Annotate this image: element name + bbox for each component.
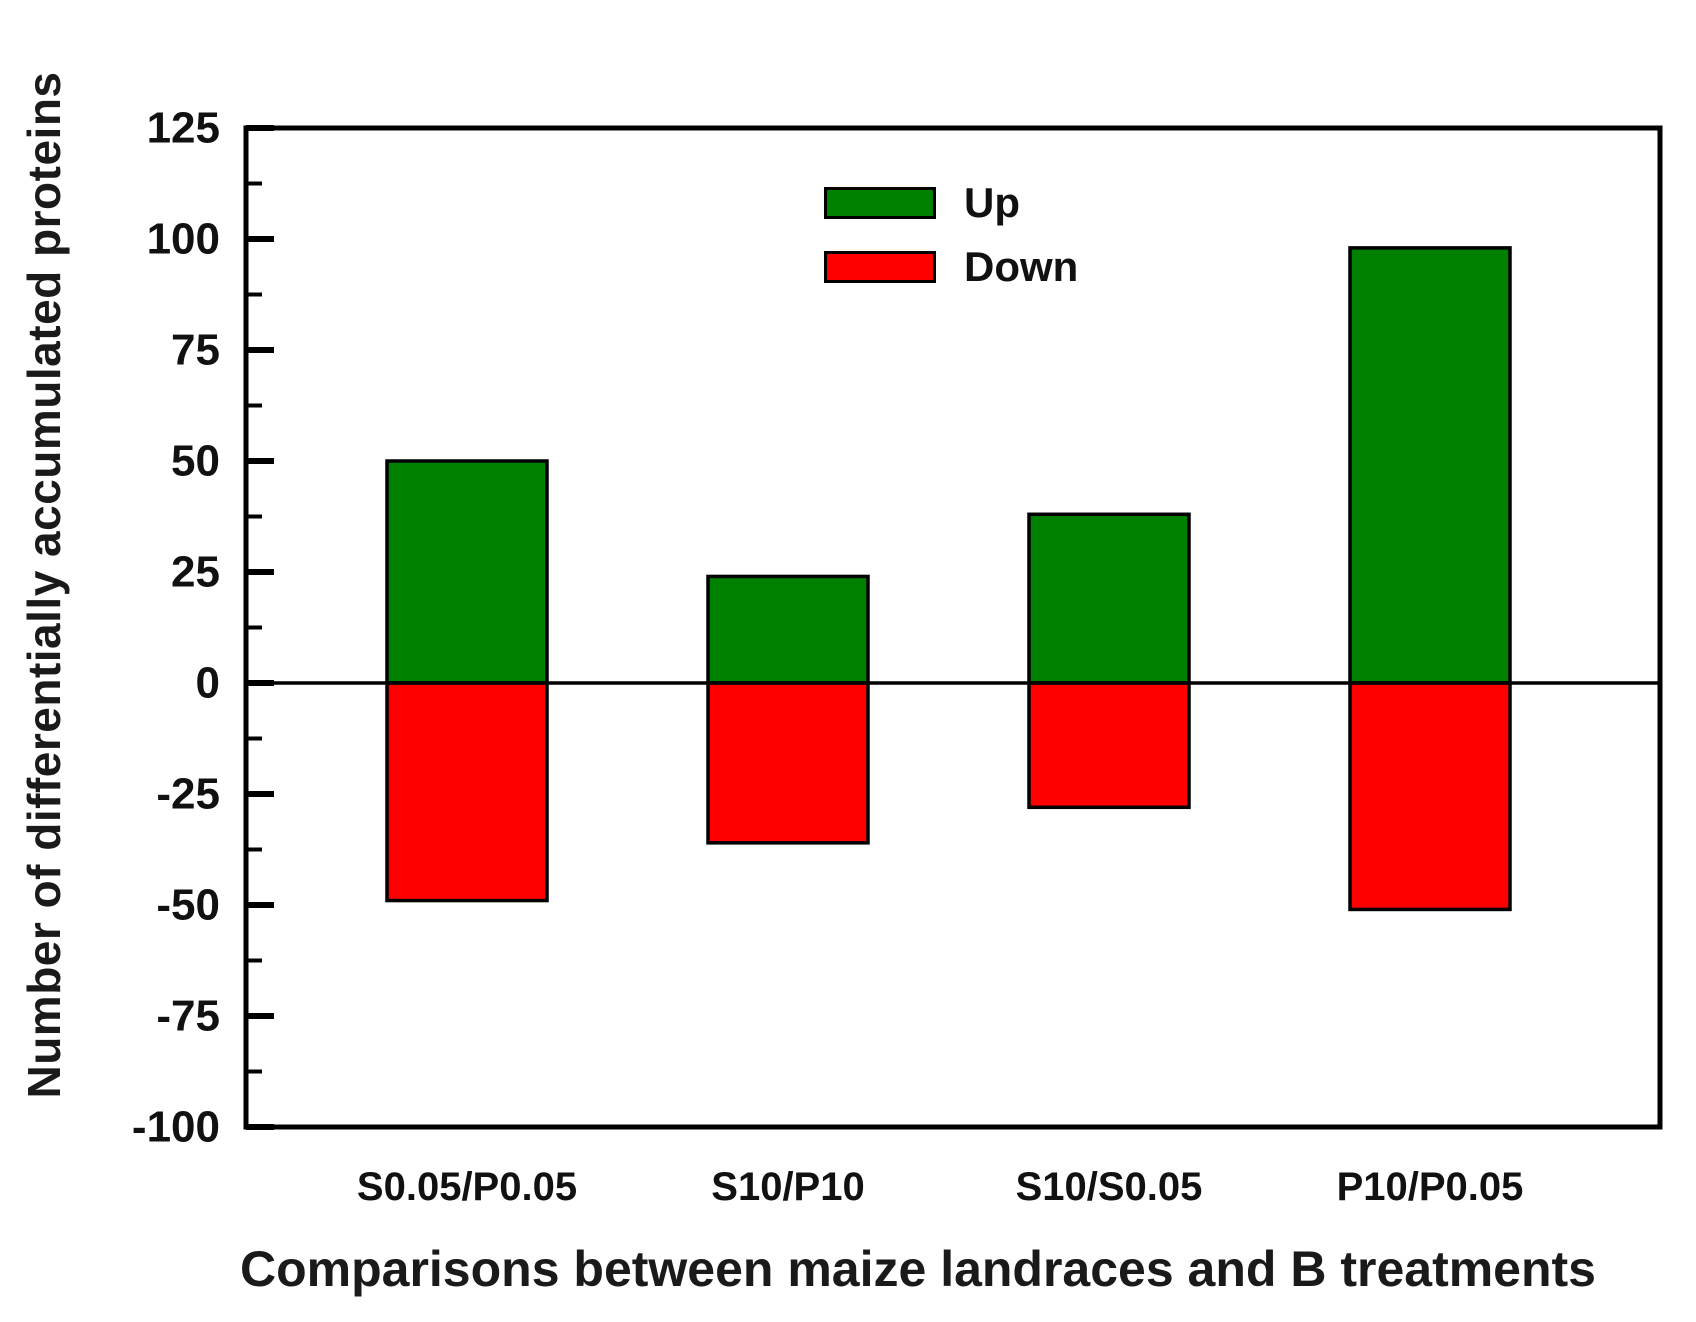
- up-bar-P10/P0.05: [1348, 246, 1512, 685]
- up-bar-S10/S0.05: [1027, 512, 1191, 685]
- legend-label-up: Up: [964, 179, 1020, 226]
- legend: Up Down: [824, 182, 1078, 288]
- legend-swatch-down-icon: [824, 251, 936, 283]
- y-tick-label: 100: [147, 215, 220, 264]
- y-tick-label: 25: [171, 548, 220, 597]
- x-category-label: S0.05/P0.05: [357, 1165, 577, 1209]
- y-tick-label: -100: [132, 1103, 220, 1152]
- x-category-label: P10/P0.05: [1337, 1165, 1524, 1209]
- up-bar-S10/P10: [706, 574, 870, 685]
- y-tick-label: 0: [196, 659, 220, 708]
- legend-swatch-up-icon: [824, 187, 936, 219]
- down-bar-S10/S0.05: [1027, 681, 1191, 810]
- legend-item-up: Up: [824, 182, 1078, 224]
- legend-label-down: Down: [964, 243, 1079, 290]
- down-bar-S0.05/P0.05: [385, 681, 549, 903]
- y-tick-label: -50: [156, 881, 220, 930]
- legend-item-down: Down: [824, 246, 1078, 288]
- y-tick-label: 75: [171, 326, 220, 375]
- y-tick-label: 50: [171, 437, 220, 486]
- y-tick-label: -25: [156, 770, 220, 819]
- x-category-label: S10/P10: [711, 1165, 864, 1209]
- down-bar-S10/P10: [706, 681, 870, 845]
- x-category-label: S10/S0.05: [1016, 1165, 1203, 1209]
- down-bar-P10/P0.05: [1348, 681, 1512, 912]
- up-bar-S0.05/P0.05: [385, 459, 549, 685]
- y-axis-title: Number of differentially accumulated pro…: [18, 71, 70, 1099]
- y-tick-label: 125: [147, 104, 220, 153]
- plot-frame: [243, 125, 1663, 1130]
- y-tick-label: -75: [156, 992, 220, 1041]
- x-axis-title: Comparisons between maize landraces and …: [240, 1241, 1596, 1297]
